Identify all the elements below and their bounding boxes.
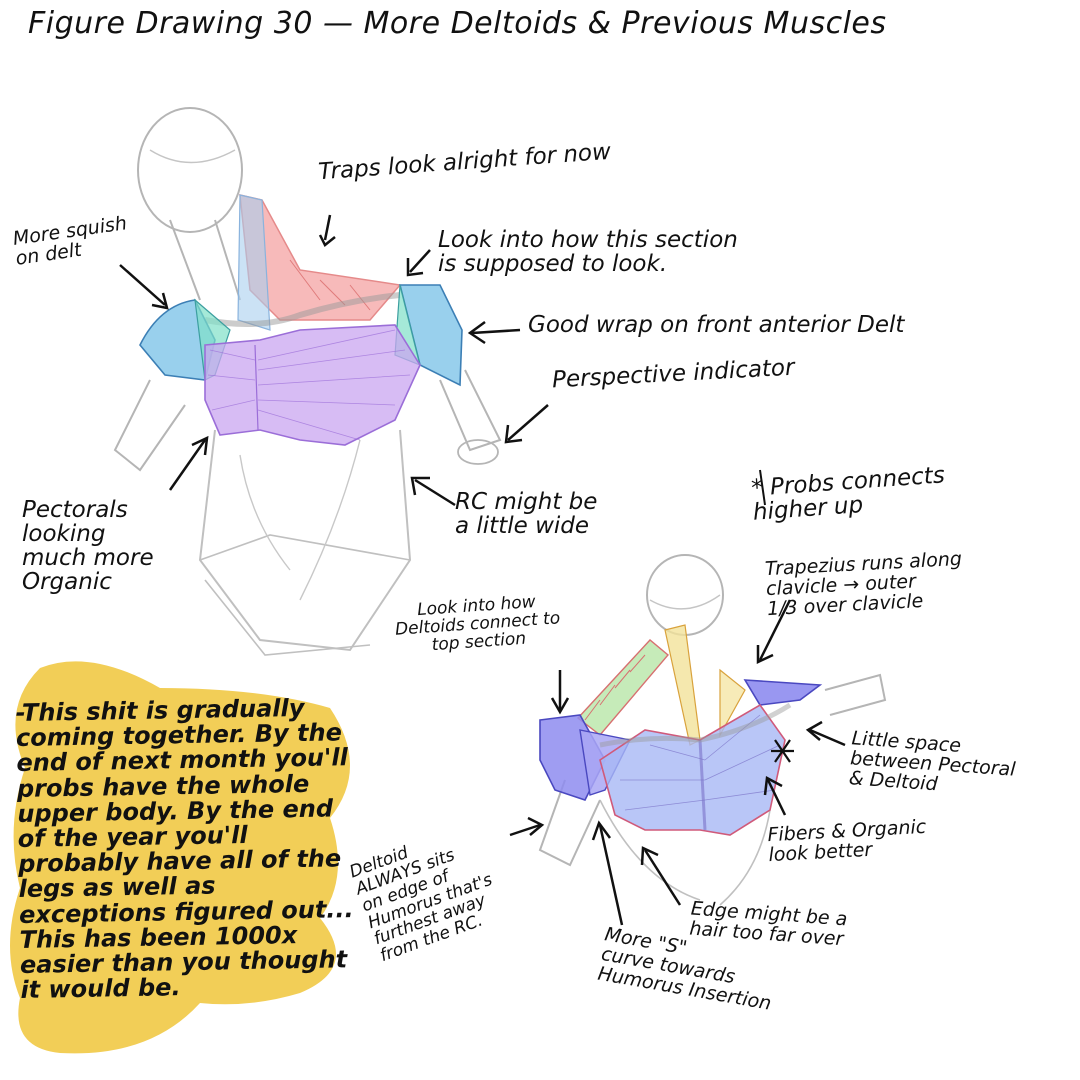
note-pectorals: Pectorals looking much more Organic <box>22 497 154 596</box>
note-trapezius: Trapezius runs along clavicle → outer 1/… <box>764 547 963 620</box>
page-title: Figure Drawing 30 — More Deltoids & Prev… <box>28 6 887 41</box>
note-look-section: Look into how this section is supposed t… <box>438 227 738 278</box>
reflection-note: -This shit is gradually coming together.… <box>15 693 354 1005</box>
highlight-blob <box>10 661 350 1054</box>
note-little-space: Little space between Pectoral & Deltoid <box>848 727 1017 796</box>
note-good-wrap: Good wrap on front anterior Delt <box>528 312 905 338</box>
note-fibers: Fibers & Organic look better <box>766 815 927 867</box>
note-rc-wide: RC might be a little wide <box>455 489 598 540</box>
